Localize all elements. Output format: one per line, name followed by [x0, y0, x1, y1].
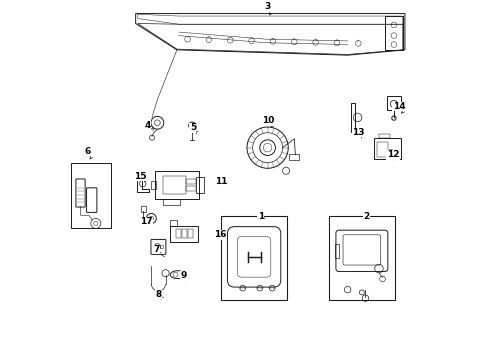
- Bar: [374, 138, 400, 159]
- Bar: [141, 206, 146, 212]
- Bar: [151, 181, 155, 189]
- Bar: [182, 229, 187, 238]
- Text: 6: 6: [85, 147, 91, 156]
- Text: 8: 8: [155, 290, 161, 299]
- Text: 9: 9: [180, 271, 186, 280]
- Bar: [169, 226, 198, 242]
- Bar: [185, 186, 195, 192]
- Bar: [288, 154, 298, 160]
- Bar: [378, 135, 389, 138]
- Bar: [195, 177, 203, 193]
- Bar: [328, 216, 394, 300]
- Text: 17: 17: [140, 217, 152, 226]
- Text: 14: 14: [392, 102, 405, 111]
- Bar: [188, 229, 193, 238]
- Text: 11: 11: [214, 177, 227, 186]
- Bar: [376, 141, 387, 157]
- Text: 2: 2: [363, 212, 369, 221]
- Text: 15: 15: [134, 172, 146, 181]
- Bar: [155, 171, 199, 199]
- Bar: [185, 179, 195, 184]
- Bar: [71, 163, 110, 228]
- Bar: [221, 216, 286, 300]
- Text: 12: 12: [386, 150, 399, 159]
- Bar: [163, 176, 185, 194]
- Text: 5: 5: [189, 123, 196, 132]
- Text: 13: 13: [351, 128, 364, 137]
- Text: 16: 16: [214, 230, 226, 239]
- Text: 7: 7: [153, 245, 159, 254]
- Bar: [176, 229, 181, 238]
- Text: 1: 1: [257, 212, 264, 221]
- Text: 10: 10: [262, 116, 274, 125]
- Text: 3: 3: [264, 3, 270, 12]
- Text: 4: 4: [144, 121, 151, 130]
